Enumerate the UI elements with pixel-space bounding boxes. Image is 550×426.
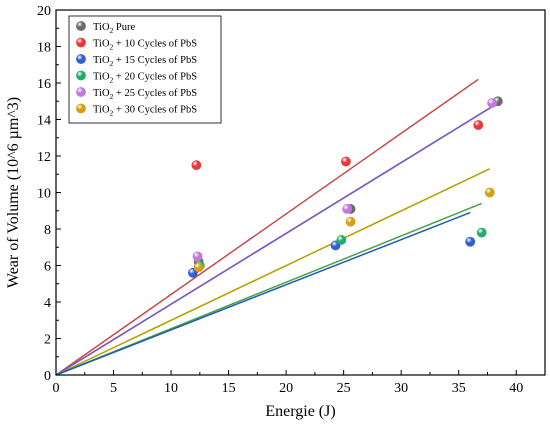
legend-item: TiO2 Pure [76,21,136,35]
y-tick-label: 0 [44,369,51,384]
data-point [484,187,495,198]
legend-item: TiO2 + 30 Cycles of PbS [76,103,197,117]
legend-label: TiO2 + 25 Cycles of PbS [93,88,197,101]
legend-box [68,15,222,124]
x-tick-label: 35 [452,381,466,396]
y-tick-label: 8 [44,223,51,238]
legend-marker [76,103,86,114]
fit-line [55,211,471,376]
legend-marker [76,54,86,64]
x-tick-label: 30 [394,381,408,396]
data-points [188,96,503,278]
x-tick-label: 10 [164,381,178,396]
x-tick-label: 25 [337,381,351,396]
legend-label: TiO2 + 20 Cycles of PbS [93,71,197,84]
data-point [341,156,351,167]
data-point [473,120,484,130]
y-axis-ticks: 0 2 4 6 8 10 12 14 16 18 20 [37,4,61,384]
legend-label: TiO2 Pure [93,22,136,35]
legend-item: TiO2 + 25 Cycles of PbS [76,87,197,101]
legend-label: TiO2 + 10 Cycles of PbS [93,38,197,51]
x-tick-label: 40 [509,381,523,396]
y-tick-label: 20 [37,4,51,19]
y-tick-label: 14 [37,114,51,129]
data-point [193,262,204,273]
data-point [191,160,202,171]
legend-marker [76,70,86,81]
y-tick-label: 16 [37,77,51,92]
data-point [487,98,497,108]
data-point [336,235,347,245]
y-tick-label: 10 [37,187,51,202]
y-tick-label: 6 [44,260,51,275]
legend-label: TiO2 + 15 Cycles of PbS [93,55,197,68]
data-point [192,251,203,262]
x-axis-ticks: 0 5 10 15 20 25 30 35 40 [53,370,523,396]
data-point [342,204,352,214]
legend-marker [76,21,86,31]
legend-item: TiO2 + 15 Cycles of PbS [76,54,197,68]
legend: TiO2 Pure TiO2 + 10 Cycles of PbS TiO2 + 1… [68,15,222,124]
fit-lines [55,78,499,376]
plot-frame [55,9,546,376]
legend-item: TiO2 + 10 Cycles of PbS [76,37,197,51]
fit-line [55,78,479,376]
data-point [476,227,487,238]
legend-label: TiO2 + 30 Cycles of PbS [93,104,197,117]
y-tick-label: 18 [37,41,51,56]
y-axis-title: Wear of Volume (10^6 µm^3) [5,97,22,288]
y-tick-label: 4 [44,296,51,311]
data-point [345,216,356,227]
x-tick-label: 0 [53,381,60,396]
y-tick-label: 2 [44,333,51,348]
data-point [465,236,476,247]
x-tick-label: 20 [279,381,293,396]
x-tick-label: 15 [222,381,236,396]
x-tick-label: 5 [110,381,117,396]
fit-line [55,168,491,376]
legend-item: TiO2 + 20 Cycles of PbS [76,70,197,84]
legend-marker [76,87,86,97]
legend-marker [76,37,86,48]
y-tick-label: 12 [37,150,51,165]
x-axis-title: Energie (J) [265,403,335,420]
fit-line [55,106,493,376]
